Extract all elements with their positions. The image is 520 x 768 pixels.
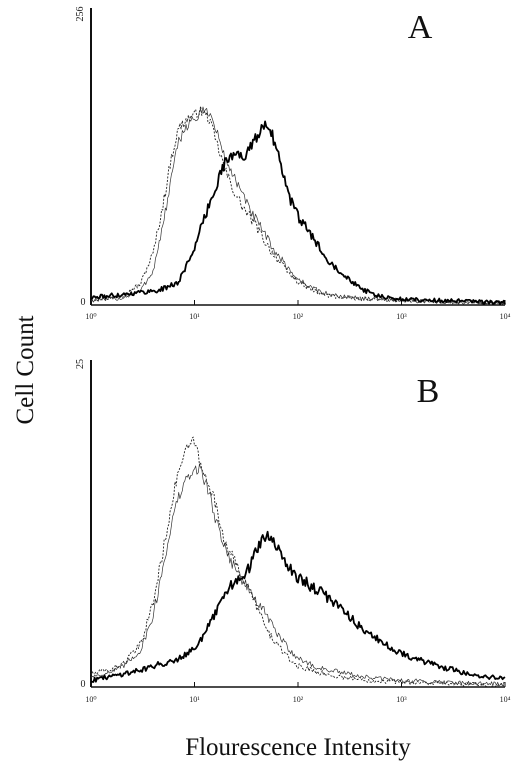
x-tick-label: 10³	[396, 695, 407, 704]
x-tick-label: 10³	[396, 312, 407, 321]
panel-b-series	[90, 436, 506, 688]
histogram-trace-thin	[90, 463, 506, 687]
panel-a-y-min-label: 0	[81, 297, 86, 308]
histogram-trace-dotted	[90, 436, 506, 688]
x-tick-label: 10¹	[189, 695, 200, 704]
histogram-trace-dotted	[90, 105, 506, 305]
x-tick-label: 10¹	[189, 312, 200, 321]
panel-label-a: A	[408, 9, 433, 46]
panel-label-b: B	[417, 373, 440, 410]
panel-a-x-ticks: 10⁰ 10¹ 10² 10³ 10⁴	[85, 300, 511, 321]
x-axis-title: Flourescence Intensity	[185, 734, 411, 761]
histogram-trace-thin	[90, 106, 506, 305]
panel-a-y-max-label: 256	[75, 7, 86, 22]
panel-b-y-min-label: 0	[81, 679, 86, 690]
panel-b: B 25 0 10⁰ 10¹ 10² 10³ 10⁴	[75, 359, 511, 704]
panel-b-x-ticks: 10⁰ 10¹ 10² 10³ 10⁴	[85, 682, 511, 704]
panel-a-series	[90, 105, 506, 306]
histogram-trace-thick	[90, 120, 506, 306]
histogram-trace-thick	[90, 530, 506, 683]
x-tick-label: 10⁴	[500, 312, 511, 321]
x-tick-label: 10⁰	[85, 312, 96, 321]
x-tick-label: 10²	[293, 312, 304, 321]
x-tick-label: 10⁰	[85, 695, 96, 704]
x-tick-label: 10²	[293, 695, 304, 704]
y-axis-title: Cell Count	[12, 315, 39, 424]
panel-a: A 256 0 10⁰ 10¹ 10² 10³ 10⁴	[75, 7, 511, 322]
x-tick-label: 10⁴	[500, 695, 511, 704]
panel-b-y-max-label: 25	[75, 359, 86, 369]
